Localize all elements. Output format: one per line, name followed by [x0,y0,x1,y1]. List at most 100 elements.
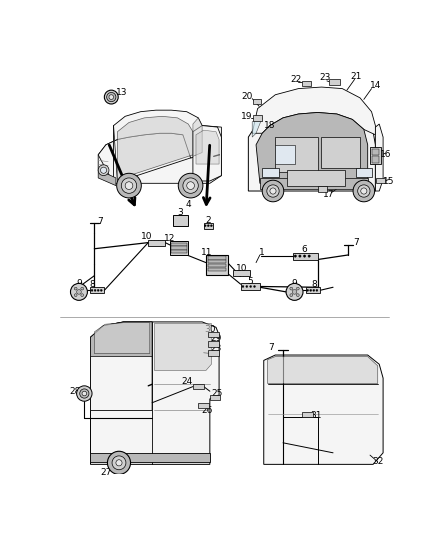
Polygon shape [98,133,206,183]
Polygon shape [268,357,378,384]
Bar [171,243,187,246]
Text: 4: 4 [185,199,191,208]
Circle shape [292,289,297,294]
Bar [208,332,219,337]
Circle shape [211,225,212,227]
Text: 27: 27 [100,467,112,477]
Polygon shape [252,87,375,135]
Text: +: + [280,149,289,159]
Bar [371,156,379,163]
Circle shape [104,90,118,104]
Polygon shape [193,118,202,156]
Text: 7: 7 [353,238,359,247]
Text: 16: 16 [380,150,391,159]
Circle shape [304,255,306,257]
Circle shape [107,451,131,474]
Circle shape [98,165,109,175]
Bar [293,253,318,260]
Polygon shape [98,170,116,185]
Bar [233,270,250,277]
Polygon shape [196,130,219,164]
Text: 14: 14 [370,81,381,90]
Circle shape [121,178,137,193]
Circle shape [71,284,88,301]
Circle shape [299,255,301,257]
Circle shape [254,286,255,287]
Bar [276,137,318,172]
Text: 26: 26 [201,406,212,415]
Circle shape [307,289,308,291]
Text: 30: 30 [204,325,215,334]
Text: 15: 15 [383,176,394,185]
Text: 21: 21 [350,72,362,81]
Bar [208,268,226,271]
Bar [206,255,228,275]
Circle shape [112,456,126,470]
Text: 31: 31 [311,410,322,419]
Text: 10: 10 [237,263,248,272]
Text: 18: 18 [264,121,276,130]
Bar [173,215,188,225]
Circle shape [361,188,367,194]
Circle shape [290,294,293,296]
Text: 20: 20 [241,92,252,101]
Circle shape [74,294,77,296]
Bar [306,287,320,294]
Circle shape [250,286,251,287]
Polygon shape [264,355,383,464]
Bar [371,149,379,155]
Bar [208,341,219,346]
Circle shape [262,180,284,202]
Circle shape [297,287,299,290]
Circle shape [77,386,92,401]
Polygon shape [248,98,375,191]
Text: 6: 6 [301,245,307,254]
Circle shape [353,180,374,202]
Text: 29: 29 [210,334,222,343]
Bar [321,137,360,168]
Circle shape [207,225,209,227]
Bar [91,287,104,294]
Circle shape [81,287,84,290]
Bar [148,239,165,246]
Circle shape [267,185,279,197]
Text: 17: 17 [323,190,335,199]
Bar [253,99,261,104]
Circle shape [116,460,122,466]
Circle shape [80,389,89,398]
Bar [302,412,313,417]
Bar [208,264,226,267]
Bar [171,251,187,253]
Bar [356,168,371,177]
Circle shape [91,289,93,291]
Bar [276,145,294,164]
Text: 23: 23 [210,344,222,353]
Bar [318,185,327,192]
Text: 7: 7 [98,216,103,225]
Polygon shape [91,322,152,357]
Polygon shape [113,126,117,183]
Bar [208,350,219,356]
Polygon shape [117,116,193,180]
Circle shape [125,182,133,189]
Bar [240,284,260,289]
Text: 3: 3 [178,208,184,217]
Bar [253,115,262,121]
Text: 11: 11 [201,248,212,257]
Text: 19: 19 [241,112,253,121]
Circle shape [242,286,244,287]
Circle shape [178,173,203,198]
Bar [170,241,188,255]
Circle shape [313,289,315,291]
Polygon shape [91,322,152,410]
Circle shape [97,289,99,291]
Bar [370,147,381,164]
Bar [204,223,213,229]
Polygon shape [94,322,150,353]
Text: 9: 9 [292,279,297,288]
Circle shape [294,255,297,257]
Circle shape [358,185,370,197]
Text: 24: 24 [181,377,192,386]
Text: 13: 13 [116,88,127,97]
Circle shape [183,178,198,193]
